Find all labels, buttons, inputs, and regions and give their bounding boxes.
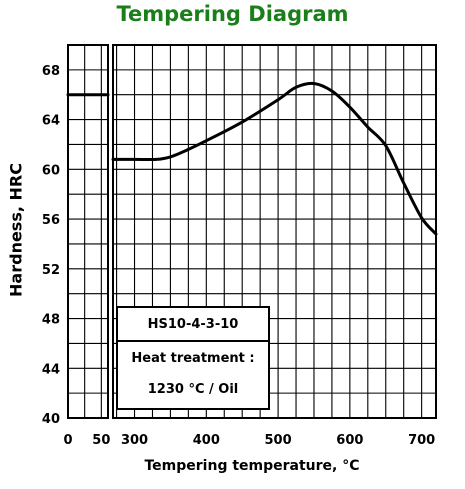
y-tick-label: 48 (42, 313, 60, 328)
legend-treatment-value: 1230 °C / Oil (147, 382, 239, 397)
series-line-tempered (111, 81, 438, 236)
x-tick-label: 500 (265, 433, 292, 448)
y-axis-label: Hardness, HRC (6, 163, 26, 297)
y-tick-label: 68 (42, 64, 60, 79)
legend-treatment-label: Heat treatment : (131, 351, 255, 366)
y-tick-labels: 40 44 48 52 56 60 64 68 (42, 64, 60, 427)
y-tick-label: 52 (42, 263, 60, 278)
y-tick-label: 40 (42, 412, 60, 427)
y-tick-label: 56 (42, 213, 60, 228)
chart-title: Tempering Diagram (116, 2, 349, 26)
y-tick-label: 44 (42, 362, 60, 377)
x-axis-label: Tempering temperature, °C (144, 458, 360, 474)
x-tick-label: 600 (336, 433, 363, 448)
y-tick-label: 64 (42, 114, 60, 129)
grid-left-panel (67, 44, 109, 419)
x-tick-label: 700 (408, 433, 435, 448)
y-tick-label: 60 (42, 163, 60, 178)
x-tick-label: 400 (193, 433, 220, 448)
legend-steel-grade: HS10-4-3-10 (147, 317, 239, 332)
legend-box: HS10-4-3-10 Heat treatment : 1230 °C / O… (116, 306, 270, 410)
series-lines (66, 81, 438, 236)
left-panel-frame (67, 44, 109, 419)
x-tick-label: 300 (121, 433, 148, 448)
x-tick-labels: 0 50 300 400 500 600 700 (63, 433, 435, 448)
x-tick-label: 0 (63, 433, 72, 448)
main-panel-frame (112, 44, 437, 419)
x-tick-label: 50 (92, 433, 110, 448)
legend-divider (118, 340, 268, 342)
